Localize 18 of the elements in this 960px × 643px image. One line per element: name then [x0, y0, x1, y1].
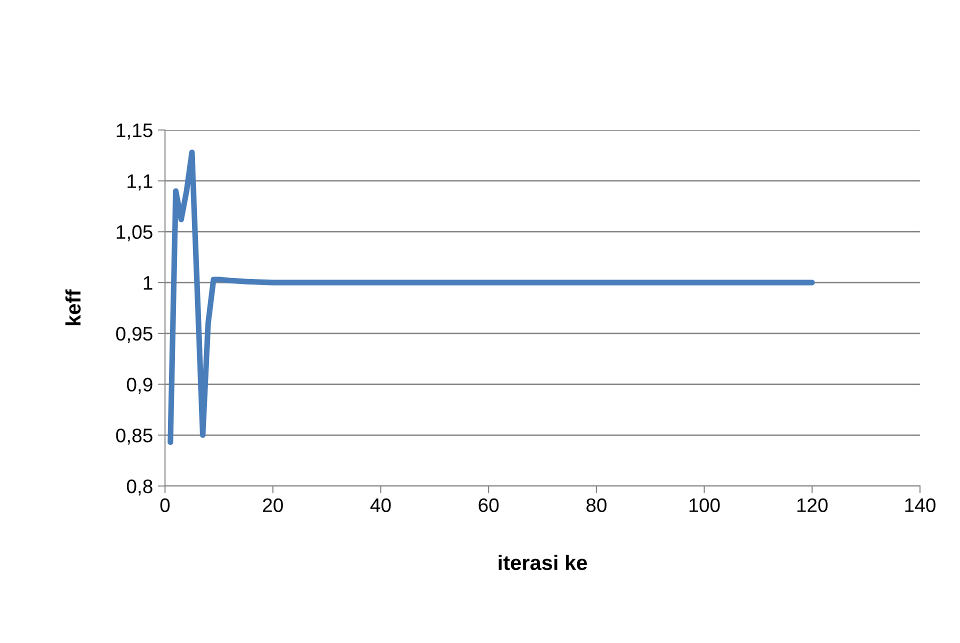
x-tick-label: 100 — [690, 498, 720, 512]
y-tick-label: 1 — [144, 276, 152, 290]
x-axis-title: iterasi ke — [498, 554, 587, 570]
x-tick-label: 140 — [905, 498, 936, 512]
x-tick-label: 0 — [160, 498, 170, 512]
y-tick-label: 0,8 — [126, 479, 152, 496]
y-tick-label: 0,85 — [116, 428, 152, 445]
x-tick-label: 60 — [478, 498, 499, 512]
y-tick-label: 0,9 — [126, 378, 152, 394]
y-tick-label: 1,1 — [128, 174, 152, 190]
x-tick-label: 120 — [797, 498, 828, 512]
y-axis-title: keff — [65, 289, 81, 326]
x-tick-label: 40 — [370, 498, 391, 512]
y-tick-label: 1,05 — [116, 225, 152, 242]
y-tick-label: 1,15 — [116, 124, 152, 140]
x-tick-label: 20 — [263, 498, 283, 512]
y-tick-label: 0,95 — [116, 326, 152, 343]
x-tick-label: 80 — [586, 498, 606, 512]
